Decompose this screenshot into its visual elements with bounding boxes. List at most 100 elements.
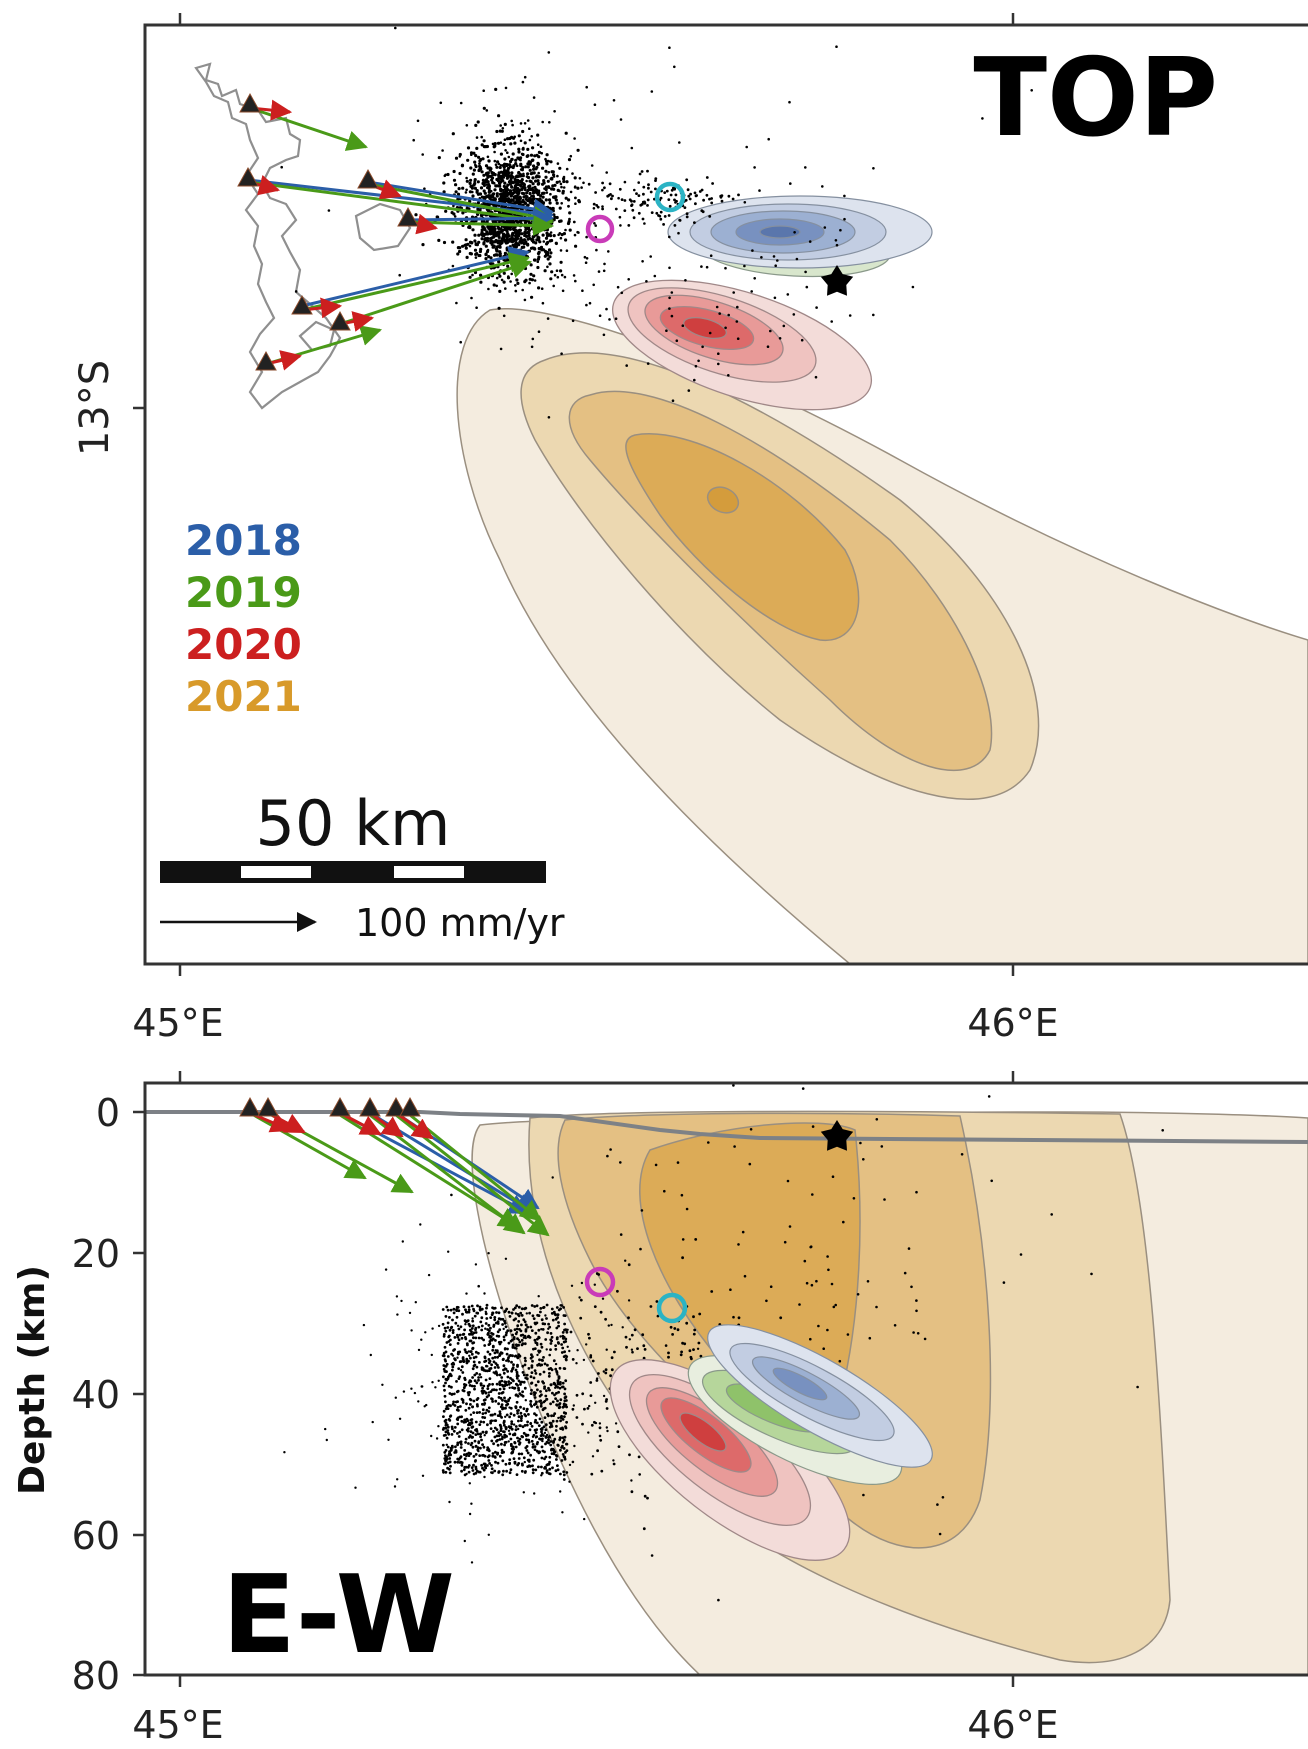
earthquake-dot	[533, 201, 537, 206]
earthquake-dot	[576, 148, 580, 152]
earthquake-dot	[516, 178, 520, 182]
earthquake-dot	[556, 1399, 559, 1403]
earthquake-dot	[531, 246, 534, 249]
earthquake-dot	[556, 1313, 560, 1317]
earthquake-dot	[554, 1469, 558, 1473]
earthquake-dot	[451, 1402, 455, 1406]
earthquake-dot	[442, 181, 446, 185]
earthquake-dot	[641, 217, 645, 221]
earthquake-dot	[456, 1418, 460, 1422]
earthquake-dot	[501, 1358, 505, 1361]
earthquake-dot	[509, 1376, 512, 1380]
earthquake-dot	[883, 1198, 886, 1201]
earthquake-dot	[458, 1350, 462, 1354]
earthquake-dot	[504, 1462, 508, 1466]
earthquake-dot	[507, 1341, 511, 1345]
earthquake-dot	[562, 1355, 566, 1358]
earthquake-dot	[685, 1321, 689, 1325]
earthquake-dot	[671, 186, 675, 190]
earthquake-dot	[769, 329, 772, 333]
earthquake-dot	[562, 1447, 566, 1450]
earthquake-dot	[803, 1259, 807, 1263]
earthquake-dot	[540, 1474, 543, 1477]
earthquake-dot	[505, 173, 509, 176]
earthquake-dot	[548, 239, 552, 243]
earthquake-dot	[473, 1387, 476, 1391]
earthquake-dot	[533, 1448, 537, 1451]
earthquake-dot	[486, 1455, 490, 1459]
earthquake-dot	[872, 313, 875, 317]
earthquake-dot	[491, 1388, 494, 1392]
earthquake-dot	[506, 151, 509, 154]
earthquake-dot	[571, 1358, 575, 1361]
earthquake-dot	[437, 238, 441, 242]
earthquake-dot	[479, 1420, 483, 1424]
earthquake-dot	[476, 1397, 480, 1400]
earthquake-dot	[482, 1445, 486, 1449]
earthquake-dot	[549, 160, 553, 164]
earthquake-dot	[491, 171, 496, 175]
earthquake-dot	[642, 185, 646, 189]
earthquake-dot	[700, 265, 703, 268]
earthquake-dot	[680, 1193, 684, 1197]
earthquake-dot	[529, 1399, 533, 1403]
earthquake-dot	[493, 188, 497, 192]
earthquake-dot	[506, 199, 510, 204]
earthquake-dot	[510, 1444, 513, 1448]
earthquake-dot	[585, 303, 588, 307]
earthquake-dot	[482, 106, 486, 110]
earthquake-dot	[444, 1381, 447, 1385]
earthquake-dot	[562, 179, 566, 184]
earthquake-dot	[536, 143, 540, 146]
earthquake-dot	[557, 1376, 561, 1380]
earthquake-dot	[635, 192, 638, 196]
earthquake-dot	[463, 1453, 466, 1456]
earthquake-dot	[421, 1474, 425, 1478]
earthquake-dot	[506, 170, 510, 174]
earthquake-dot	[479, 1446, 482, 1450]
earthquake-dot	[528, 191, 532, 196]
earthquake-dot	[814, 375, 818, 379]
earthquake-dot	[681, 1256, 684, 1260]
earthquake-dot	[448, 1343, 452, 1346]
earthquake-dot	[469, 1430, 473, 1433]
earthquake-dot	[519, 236, 523, 240]
earthquake-dot	[493, 159, 497, 163]
earthquake-dot	[449, 1449, 453, 1452]
earthquake-dot	[505, 176, 509, 180]
earthquake-dot	[612, 99, 616, 102]
earthquake-dot	[668, 46, 671, 49]
earthquake-dot	[547, 1327, 550, 1331]
earthquake-dot	[534, 1383, 538, 1387]
earthquake-dot	[541, 233, 545, 237]
earthquake-dot	[990, 1179, 993, 1183]
earthquake-dot	[541, 195, 545, 199]
earthquake-dot	[465, 176, 468, 180]
earthquake-dot	[451, 240, 455, 244]
earthquake-dot	[569, 1330, 573, 1334]
earthquake-dot	[456, 1342, 460, 1345]
earthquake-dot	[485, 1317, 489, 1320]
earthquake-dot	[619, 224, 622, 227]
earthquake-dot	[798, 1303, 801, 1306]
earthquake-dot	[558, 1386, 562, 1390]
earthquake-dot	[495, 1382, 499, 1386]
earthquake-dot	[529, 1375, 533, 1379]
earthquake-dot	[461, 1312, 464, 1316]
earthquake-dot	[697, 359, 700, 363]
earthquake-dot	[447, 1454, 451, 1457]
earthquake-dot	[483, 1462, 487, 1466]
earthquake-dot	[542, 180, 546, 184]
earthquake-dot	[529, 1392, 533, 1395]
earthquake-dot	[751, 249, 754, 252]
earthquake-dot	[646, 1496, 649, 1500]
earthquake-dot	[593, 103, 597, 106]
earthquake-dot	[542, 1370, 546, 1374]
earthquake-dot	[526, 1420, 529, 1424]
earthquake-dot	[458, 171, 462, 176]
earthquake-dot	[473, 180, 477, 183]
earthquake-dot	[533, 1338, 537, 1342]
earthquake-dot	[427, 1273, 431, 1277]
earthquake-dot	[544, 236, 549, 240]
earthquake-dot	[518, 198, 521, 202]
